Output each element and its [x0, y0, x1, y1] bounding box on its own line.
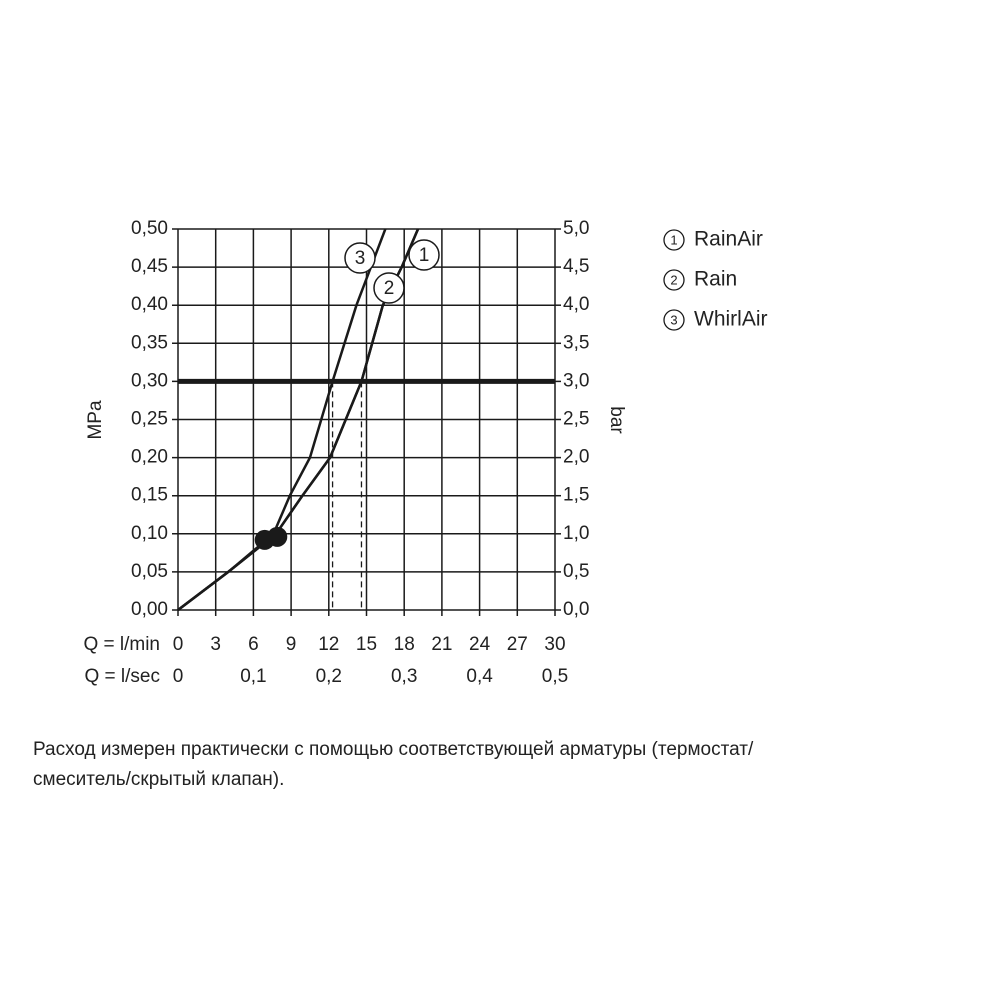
legend-number: 2 — [670, 272, 677, 287]
y2-tick-label: 2,0 — [563, 447, 589, 468]
curve-label-circle — [373, 272, 405, 304]
x-tick-label: 9 — [286, 634, 297, 655]
x2-axis-label: Q = l/sec — [85, 666, 161, 687]
legend-label: WhirlAir — [694, 308, 768, 331]
y-tick-label: 0,10 — [131, 523, 168, 544]
y2-tick-label: 5,0 — [563, 218, 589, 239]
legend-label: RainAir — [694, 228, 763, 251]
point — [267, 526, 288, 547]
x2-tick-label: 0,2 — [316, 666, 342, 687]
legend-circle — [663, 269, 685, 291]
y2-tick-label: 1,0 — [563, 523, 589, 544]
y-tick-label: 0,35 — [131, 332, 168, 353]
y2-tick-label: 3,5 — [563, 332, 589, 353]
y-tick-label: 0,30 — [131, 370, 168, 391]
y2-tick-label: 0,0 — [563, 599, 589, 620]
y-tick-label: 0,15 — [131, 485, 168, 506]
y-tick-label: 0,05 — [131, 561, 168, 582]
y2-tick-label: 4,5 — [563, 256, 589, 277]
legend-circle — [663, 309, 685, 331]
x2-tick-label: 0 — [173, 666, 184, 687]
note-line: Расход измерен практически с помощью соо… — [33, 739, 754, 760]
x-tick-label: 0 — [173, 634, 184, 655]
curve-label-circle — [344, 242, 376, 274]
x-tick-label: 6 — [248, 634, 259, 655]
legend-number: 3 — [670, 312, 677, 327]
x-tick-label: 3 — [210, 634, 221, 655]
curve-label: 3 — [355, 248, 366, 269]
x-axis-label: Q = l/min — [83, 634, 160, 655]
x-tick-label: 27 — [507, 634, 528, 655]
curve-label-circle — [408, 239, 440, 271]
y-tick-label: 0,00 — [131, 599, 168, 620]
x-tick-label: 21 — [431, 634, 452, 655]
curve — [177, 228, 387, 611]
x-tick-label: 18 — [394, 634, 415, 655]
legend-circle — [663, 229, 685, 251]
y-tick-label: 0,20 — [131, 447, 168, 468]
y2-tick-label: 2,5 — [563, 409, 589, 430]
x-tick-label: 12 — [318, 634, 339, 655]
x-tick-label: 15 — [356, 634, 377, 655]
curve-label: 2 — [384, 278, 395, 299]
y2-tick-label: 1,5 — [563, 485, 589, 506]
x-tick-label: 24 — [469, 634, 491, 655]
y2-tick-label: 3,0 — [563, 370, 589, 391]
x2-tick-label: 0,4 — [466, 666, 493, 687]
y2-axis-label: bar — [606, 406, 627, 434]
y-tick-label: 0,45 — [131, 256, 168, 277]
legend-number: 1 — [670, 232, 677, 247]
y-axis-label: MPa — [85, 400, 106, 440]
curve-label: 1 — [419, 245, 430, 266]
x2-tick-label: 0,5 — [542, 666, 568, 687]
x2-tick-label: 0,3 — [391, 666, 417, 687]
legend-label: Rain — [694, 268, 737, 291]
y2-tick-label: 4,0 — [563, 294, 589, 315]
note-line: смеситель/скрытый клапан). — [33, 769, 284, 790]
x-tick-label: 30 — [544, 634, 565, 655]
y-tick-label: 0,50 — [131, 218, 168, 239]
y-tick-label: 0,25 — [131, 409, 168, 430]
x2-tick-label: 0,1 — [240, 666, 266, 687]
y-tick-label: 0,40 — [131, 294, 168, 315]
y2-tick-label: 0,5 — [563, 561, 589, 582]
